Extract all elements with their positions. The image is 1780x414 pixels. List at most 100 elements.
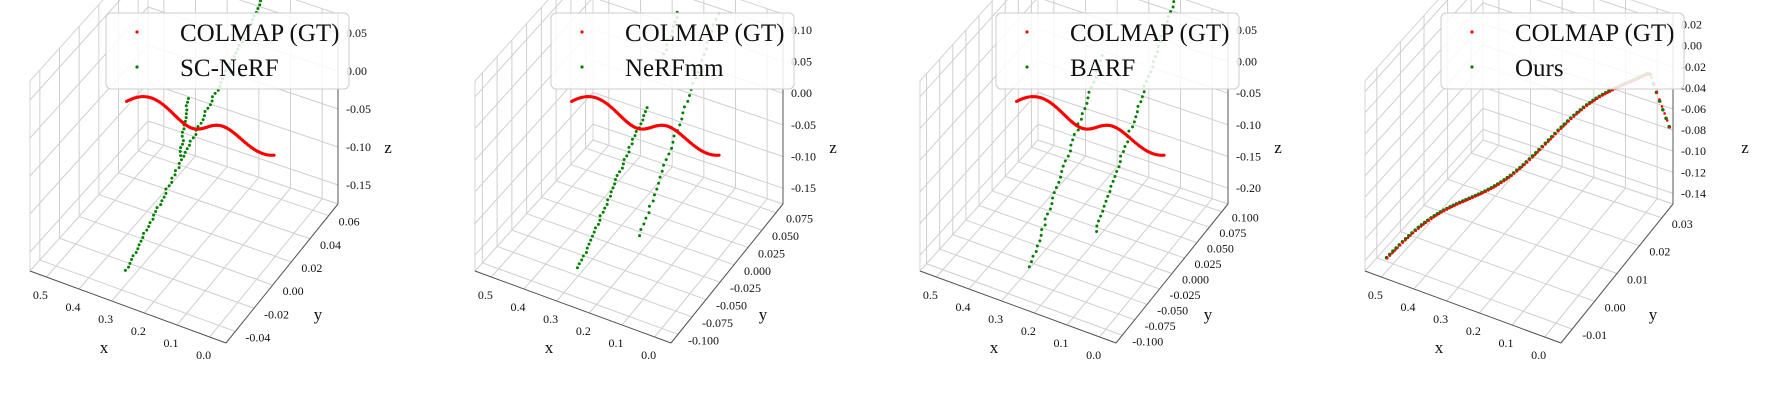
estimate-point — [670, 146, 674, 150]
z-tick-label: -0.14 — [1681, 186, 1706, 200]
chart-panel-4: 0.50.40.30.20.10.0-0.010.000.010.020.030… — [1364, 0, 1749, 362]
estimate-point — [581, 254, 585, 258]
z-tick-label: -0.05 — [791, 118, 816, 132]
estimate-point — [621, 162, 625, 166]
estimate-point — [201, 118, 205, 122]
colmap-point — [1424, 221, 1428, 224]
estimate-point — [1043, 223, 1047, 227]
estimate-point — [188, 139, 192, 143]
grid-line-z — [1364, 86, 1674, 219]
grid-line-y — [118, 172, 311, 240]
colmap-point — [1505, 178, 1508, 181]
colmap-point — [1588, 102, 1591, 106]
y-tick-label: -0.075 — [702, 316, 733, 330]
estimate-point — [1099, 214, 1103, 218]
estimate-point — [160, 199, 164, 203]
estimate-point — [141, 235, 145, 239]
estimate-point — [1136, 104, 1140, 108]
colmap-point — [1655, 90, 1659, 94]
y-tick-label: -0.100 — [688, 333, 719, 347]
grid-line-y — [526, 213, 721, 283]
estimate-point — [1115, 170, 1119, 174]
legend-marker — [580, 30, 584, 34]
estimate-point — [592, 230, 596, 234]
estimate-point — [210, 99, 214, 103]
estimate-point — [645, 106, 649, 110]
x-tick-label: 0.0 — [1531, 348, 1546, 362]
estimate-point — [159, 203, 163, 207]
estimate-point — [1106, 194, 1110, 198]
colmap-point — [1489, 187, 1493, 191]
grid-line-x — [556, 166, 673, 302]
estimate-point — [1029, 260, 1033, 264]
colmap-point — [1663, 112, 1666, 115]
estimate-point — [680, 117, 684, 121]
estimate-point — [1119, 154, 1123, 158]
estimate-point — [155, 206, 159, 210]
colmap-point — [1461, 200, 1464, 204]
estimate-point — [179, 154, 183, 158]
z-tick-label: -0.06 — [1681, 102, 1706, 116]
estimate-point — [177, 166, 181, 170]
x-tick-label: 0.1 — [164, 336, 179, 350]
estimate-point — [170, 176, 174, 180]
colmap-point — [1476, 194, 1480, 197]
legend-frame — [1440, 12, 1685, 90]
y-axis-label: y — [1204, 305, 1213, 324]
colmap-point — [1502, 179, 1506, 183]
grid-line-y — [1376, 257, 1573, 330]
colmap-point — [1551, 135, 1555, 138]
estimate-point — [1108, 190, 1112, 194]
z-tick-label: 0.05 — [346, 26, 367, 40]
estimate-point — [181, 139, 185, 143]
estimate-point — [152, 213, 156, 217]
estimate-point — [596, 222, 600, 226]
colmap-point — [1448, 206, 1451, 210]
chart-panel-3: 0.50.40.30.20.10.0-0.100-0.075-0.050-0.0… — [919, 0, 1282, 362]
x-axis-label: x — [990, 338, 999, 357]
estimate-point — [148, 221, 152, 225]
grid-line-x — [78, 155, 196, 290]
grid-line-y — [98, 194, 292, 263]
grid-line-z — [919, 0, 1229, 98]
estimate-point — [644, 216, 648, 220]
colmap-point — [1528, 158, 1532, 162]
grid-line-z — [29, 120, 339, 253]
y-axis-label: y — [1649, 305, 1658, 324]
estimate-point — [259, 0, 263, 3]
estimate-point — [184, 116, 188, 120]
estimate-point — [210, 95, 214, 99]
estimate-point — [1050, 202, 1054, 206]
x-tick-label: 0.4 — [1401, 300, 1416, 314]
estimate-point — [1134, 115, 1138, 119]
estimate-point — [660, 169, 664, 173]
legend-frame — [550, 12, 795, 90]
y-axis-line — [1560, 203, 1674, 344]
y-tick-label: -0.050 — [716, 299, 747, 313]
estimate-point — [642, 222, 646, 226]
colmap-point — [717, 153, 721, 157]
grid-line-x — [111, 166, 228, 302]
colmap-point — [1525, 161, 1529, 164]
colmap-point — [1580, 108, 1583, 112]
legend-marker — [1470, 30, 1474, 34]
estimate-point — [1109, 184, 1113, 188]
colmap-point — [1658, 98, 1661, 101]
grid-line-y — [965, 219, 1160, 290]
colmap-point — [1557, 130, 1560, 133]
y-tick-label: 0.02 — [1649, 245, 1670, 259]
estimate-point — [1038, 239, 1042, 243]
estimate-point — [1043, 217, 1047, 221]
grid-line-z — [474, 91, 784, 224]
estimate-point — [611, 186, 615, 190]
estimate-point — [606, 198, 610, 202]
grid-line-y — [59, 237, 255, 309]
estimate-point — [1135, 110, 1139, 114]
colmap-point — [1569, 117, 1573, 121]
y-axis-label: y — [759, 305, 768, 324]
estimate-point — [658, 175, 662, 179]
estimate-point — [639, 228, 643, 232]
estimate-point — [180, 134, 184, 138]
estimate-point — [627, 145, 631, 149]
z-tick-label: 0.10 — [791, 23, 812, 37]
